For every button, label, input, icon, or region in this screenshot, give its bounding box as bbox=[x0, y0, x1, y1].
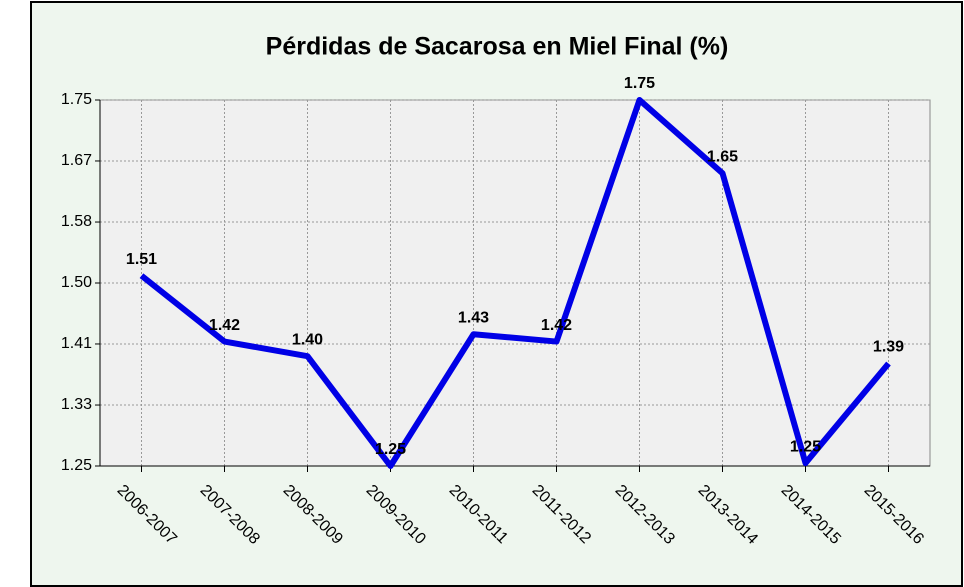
y-tick-label: 1.41 bbox=[61, 335, 92, 352]
data-label: 1.42 bbox=[541, 317, 572, 334]
data-label: 1.25 bbox=[790, 438, 821, 455]
data-label: 1.43 bbox=[458, 309, 489, 326]
data-label: 1.75 bbox=[624, 75, 655, 92]
y-tick-label: 1.25 bbox=[61, 457, 92, 474]
data-label: 1.42 bbox=[209, 317, 240, 334]
y-tick-label: 1.75 bbox=[61, 91, 92, 108]
y-tick-label: 1.58 bbox=[61, 213, 92, 230]
y-tick-label: 1.67 bbox=[61, 152, 92, 169]
chart-title: Pérdidas de Sacarosa en Miel Final (%) bbox=[266, 33, 729, 61]
y-tick-label: 1.33 bbox=[61, 396, 92, 413]
data-label: 1.51 bbox=[126, 251, 157, 268]
data-label: 1.39 bbox=[873, 339, 904, 356]
data-label: 1.25 bbox=[375, 441, 406, 458]
data-label: 1.40 bbox=[292, 331, 323, 348]
data-line bbox=[139, 97, 891, 469]
y-tick-label: 1.50 bbox=[61, 274, 92, 291]
data-label: 1.65 bbox=[707, 148, 738, 165]
